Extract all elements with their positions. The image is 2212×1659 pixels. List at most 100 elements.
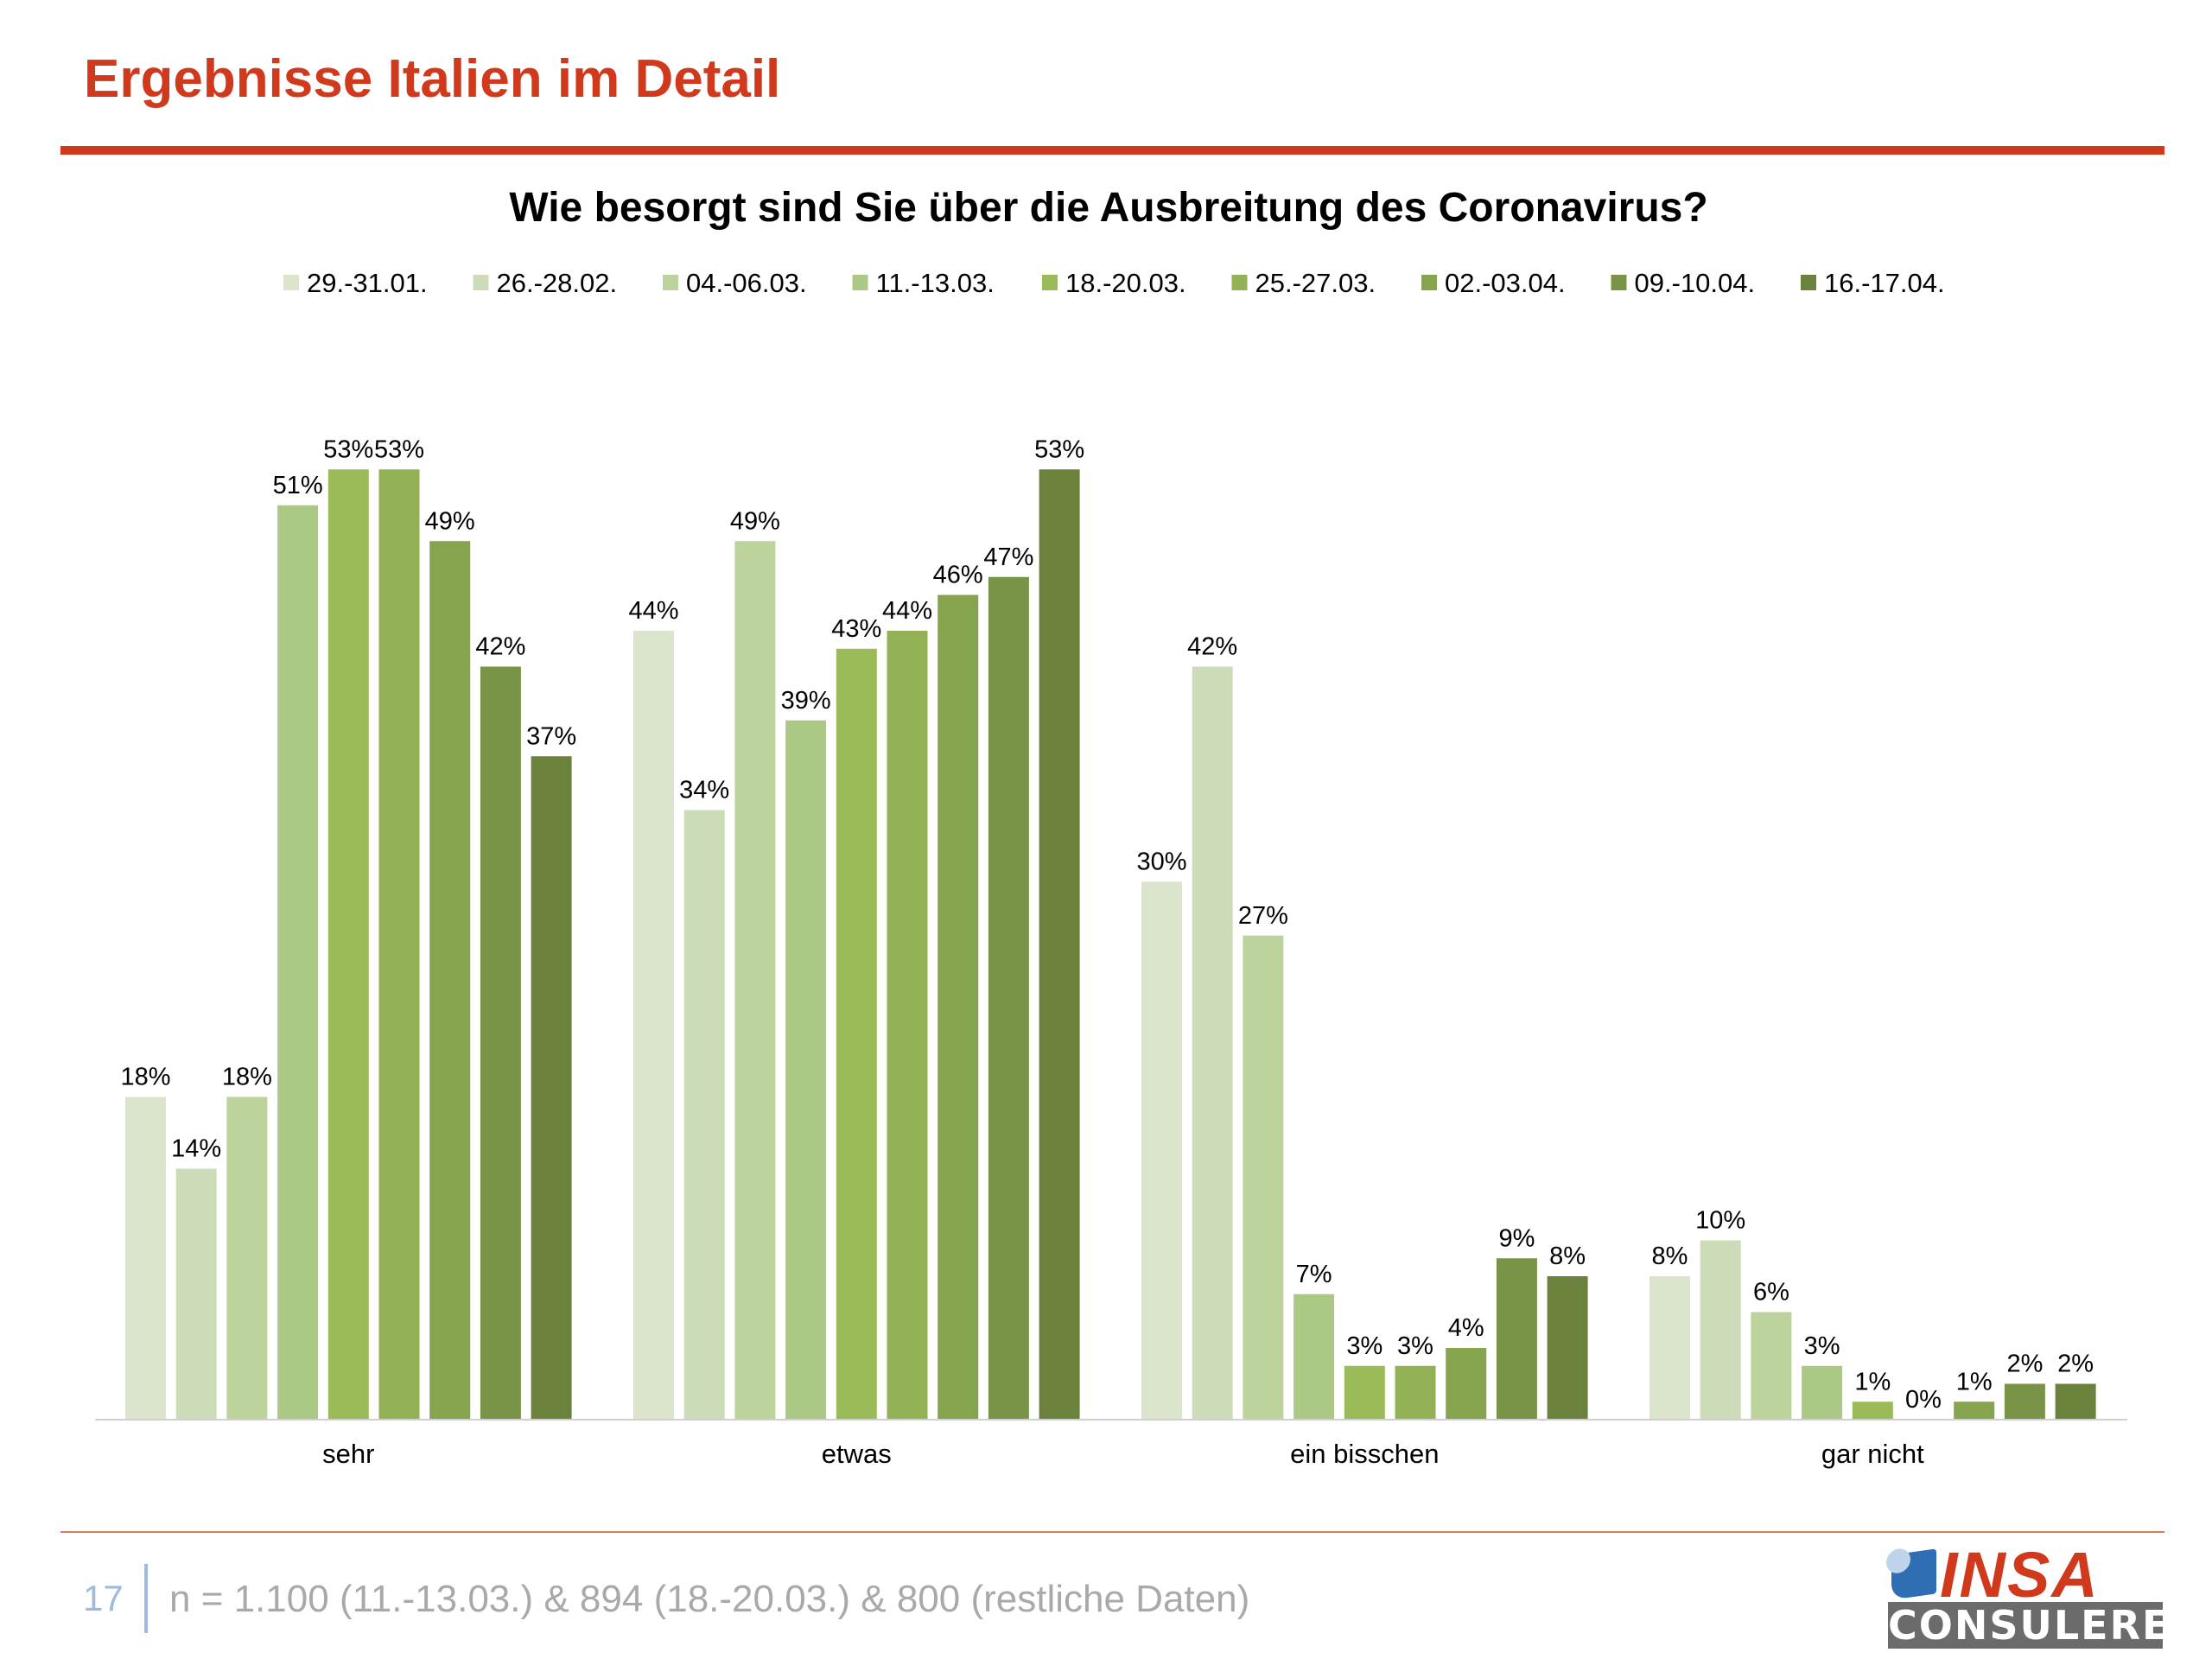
bar-value-label: 8% — [1652, 1243, 1688, 1270]
logo-subtitle: CONSULERE — [1888, 1602, 2171, 1649]
bar — [1395, 1365, 1436, 1420]
bar-value-label: 3% — [1346, 1332, 1382, 1360]
x-tick-label: etwas — [822, 1439, 892, 1469]
logo-wordmark: INSA — [1940, 1539, 2100, 1611]
chart-bars — [125, 469, 2096, 1420]
legend-swatch — [663, 275, 678, 290]
bar-value-label: 7% — [1296, 1261, 1332, 1288]
legend-label: 02.-03.04. — [1445, 268, 1566, 298]
bar-value-label: 9% — [1498, 1224, 1535, 1252]
sample-size-note: n = 1.100 (11.-13.03.) & 894 (18.-20.03.… — [169, 1578, 1250, 1620]
footer-separator — [144, 1564, 148, 1633]
bar-value-label: 3% — [1804, 1332, 1840, 1360]
bar-value-label: 1% — [1956, 1368, 1993, 1395]
bar — [1751, 1312, 1792, 1420]
bar-value-label: 10% — [1695, 1207, 1745, 1235]
chart-title: Wie besorgt sind Sie über die Ausbreitun… — [509, 185, 1707, 231]
bar-value-label: 2% — [2006, 1351, 2043, 1378]
bar — [734, 541, 776, 1420]
bar-value-label: 46% — [933, 562, 983, 589]
bar — [836, 648, 877, 1420]
legend-label: 18.-20.03. — [1065, 268, 1186, 298]
title-divider — [60, 146, 2164, 155]
bar-value-label: 14% — [171, 1135, 221, 1163]
bar — [1039, 469, 1080, 1420]
bar — [429, 541, 471, 1420]
bar-value-label: 27% — [1238, 902, 1288, 930]
page-title: Ergebnisse Italien im Detail — [84, 49, 781, 109]
legend-swatch — [1231, 275, 1248, 290]
bar — [1446, 1348, 1487, 1420]
x-tick-label: ein bisschen — [1290, 1439, 1439, 1469]
bar-value-label: 6% — [1753, 1279, 1789, 1306]
bar-value-label: 4% — [1448, 1314, 1484, 1342]
bar — [2055, 1383, 2096, 1420]
bar-value-label: 44% — [628, 597, 678, 625]
bar — [1700, 1240, 1741, 1420]
bar — [1141, 881, 1182, 1420]
bar — [683, 810, 725, 1420]
bar — [277, 505, 319, 1420]
x-axis-tick-labels: sehr etwas ein bisschen gar nicht — [322, 1439, 1924, 1469]
bar — [938, 594, 979, 1420]
bar — [1954, 1402, 1995, 1420]
footer-divider — [60, 1531, 2164, 1533]
bar — [1496, 1258, 1537, 1420]
bar-chart: Wie besorgt sind Sie über die Ausbreitun… — [95, 185, 2127, 1469]
legend-swatch — [1611, 275, 1627, 290]
bar-value-label: 42% — [1187, 633, 1237, 661]
bar-value-label: 2% — [2057, 1351, 2094, 1378]
bar — [175, 1168, 217, 1420]
logo-mark-icon — [1891, 1548, 1936, 1600]
legend-swatch — [1042, 275, 1058, 290]
legend-swatch — [1421, 275, 1437, 290]
bar — [887, 631, 928, 1420]
legend-swatch — [852, 275, 868, 290]
bar — [988, 576, 1029, 1420]
x-tick-label: sehr — [322, 1439, 374, 1469]
bar — [226, 1096, 268, 1420]
bar — [531, 756, 572, 1420]
bar-value-label: 37% — [526, 722, 576, 750]
legend-label: 29.-31.01. — [307, 268, 428, 298]
bar-value-label: 18% — [222, 1064, 272, 1091]
legend-label: 16.-17.04. — [1824, 268, 1945, 298]
bar-value-label: 1% — [1854, 1368, 1891, 1395]
bar — [1649, 1276, 1690, 1420]
bar — [1243, 935, 1284, 1420]
bar-value-label: 53% — [1034, 435, 1084, 463]
bar-value-label: 3% — [1397, 1332, 1433, 1360]
legend-label: 25.-27.03. — [1255, 268, 1376, 298]
chart-area: Wie besorgt sind Sie über die Ausbreitun… — [0, 164, 2212, 1495]
chart-data-labels: 18%14%18%51%53% 53%49%42%37%44%34%49%39%4… — [120, 435, 2094, 1414]
legend-swatch — [1801, 275, 1816, 290]
bar-value-label: 53% — [323, 435, 373, 463]
legend-swatch — [283, 275, 299, 290]
bar — [1802, 1365, 1843, 1420]
legend-label: 11.-13.03. — [876, 268, 995, 298]
bar — [378, 469, 420, 1420]
bar — [1192, 666, 1233, 1420]
bar — [480, 666, 521, 1420]
legend-label: 26.-28.02. — [497, 268, 618, 298]
bar — [785, 720, 827, 1420]
bar-value-label: 49% — [425, 507, 475, 535]
bar-value-label: 18% — [120, 1064, 170, 1091]
x-tick-label: gar nicht — [1821, 1439, 1924, 1469]
bar — [1547, 1276, 1588, 1420]
bar — [2004, 1383, 2045, 1420]
bar-value-label: 34% — [679, 777, 729, 804]
bar-value-label: 43% — [831, 615, 881, 643]
bar — [125, 1096, 166, 1420]
bar — [327, 469, 369, 1420]
bar-value-label: 51% — [273, 472, 323, 499]
legend-label: 09.-10.04. — [1635, 268, 1756, 298]
insa-consulere-logo: INSA CONSULERE — [1888, 1539, 2171, 1650]
legend-label: 04.-06.03. — [686, 268, 807, 298]
legend-swatch — [473, 275, 489, 290]
bar — [1852, 1402, 1893, 1420]
bar — [1294, 1294, 1335, 1420]
bar-value-label: 8% — [1549, 1243, 1586, 1270]
bar-value-label: 30% — [1136, 849, 1186, 876]
bar — [1344, 1365, 1385, 1420]
